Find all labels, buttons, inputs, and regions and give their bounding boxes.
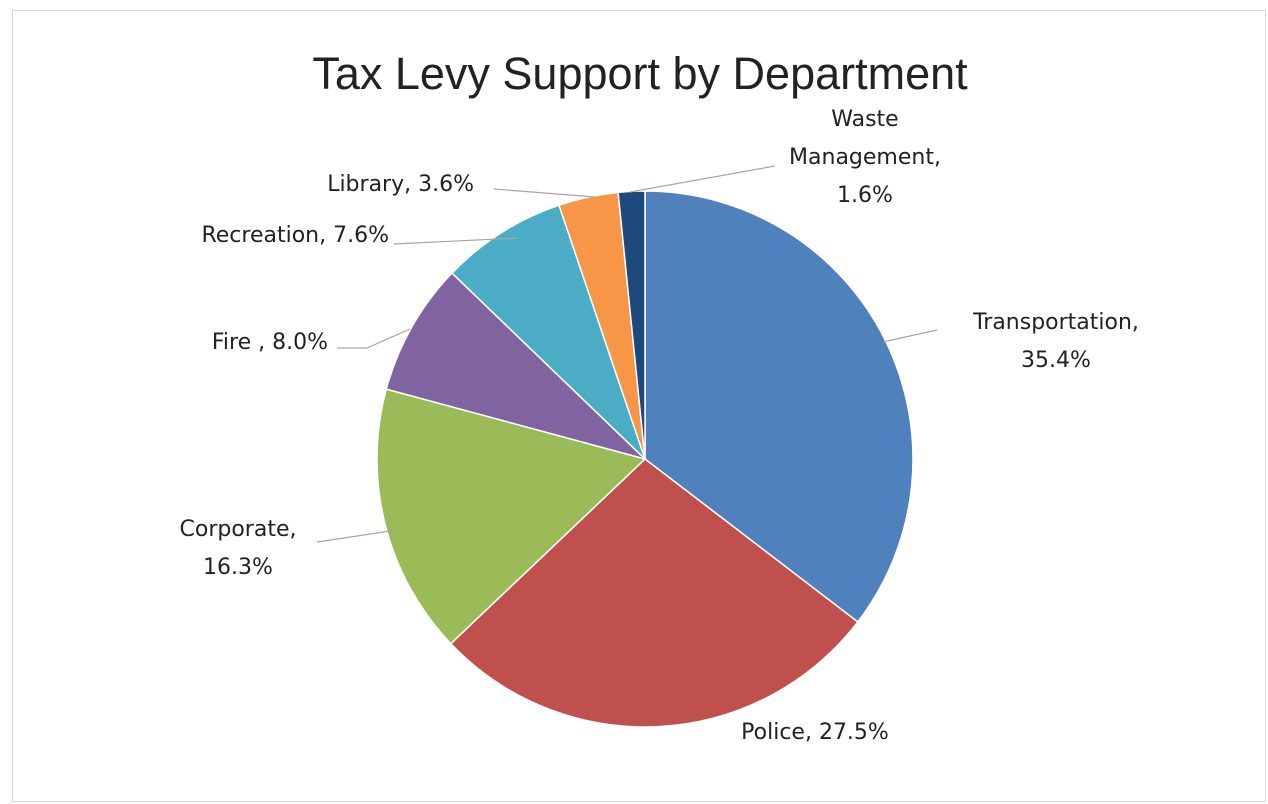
data-label-line: Police, 27.5%	[741, 720, 889, 745]
pie-slice-fire	[385, 272, 646, 460]
leader-line-corporate	[316, 529, 398, 543]
pie-slice-recreation	[450, 204, 646, 460]
data-label-police: Police, 27.5%	[741, 720, 889, 745]
data-label-library: Library, 3.6%	[327, 172, 474, 197]
leader-line-recreation	[393, 237, 519, 245]
data-label-line: 16.3%	[203, 555, 273, 580]
data-label-line: Corporate,	[180, 517, 297, 542]
data-label-corporate: Corporate, 16.3%	[180, 517, 297, 580]
data-labels: Transportation, 35.4% Police, 27.5% Corpora…	[180, 107, 1139, 745]
data-label-line: Waste	[831, 107, 898, 132]
leader-lines	[316, 165, 938, 543]
data-label-line: Library, 3.6%	[327, 172, 474, 197]
data-label-transportation: Transportation, 35.4%	[972, 310, 1139, 373]
data-label-line: Fire , 8.0%	[212, 330, 328, 355]
data-label-fire: Fire , 8.0%	[212, 330, 328, 355]
leader-line-waste-management	[629, 165, 776, 193]
leader-line-library	[493, 188, 596, 198]
pie-slice-transportation	[644, 190, 914, 623]
chart-title: Tax Levy Support by Department	[312, 48, 968, 99]
leader-line-transportation	[882, 329, 938, 343]
pie-slices	[376, 190, 914, 728]
data-label-line: Recreation, 7.6%	[201, 223, 389, 248]
data-label-recreation: Recreation, 7.6%	[201, 223, 389, 248]
pie-slice-corporate	[376, 388, 647, 645]
pie-slice-police	[449, 458, 859, 728]
data-label-waste-management: Waste Management, 1.6%	[789, 107, 941, 208]
data-label-line: Management,	[789, 145, 941, 170]
leader-line-fire	[337, 328, 411, 349]
data-label-line: 1.6%	[837, 183, 893, 208]
data-label-line: Transportation,	[972, 310, 1139, 335]
data-label-line: 35.4%	[1021, 348, 1091, 373]
